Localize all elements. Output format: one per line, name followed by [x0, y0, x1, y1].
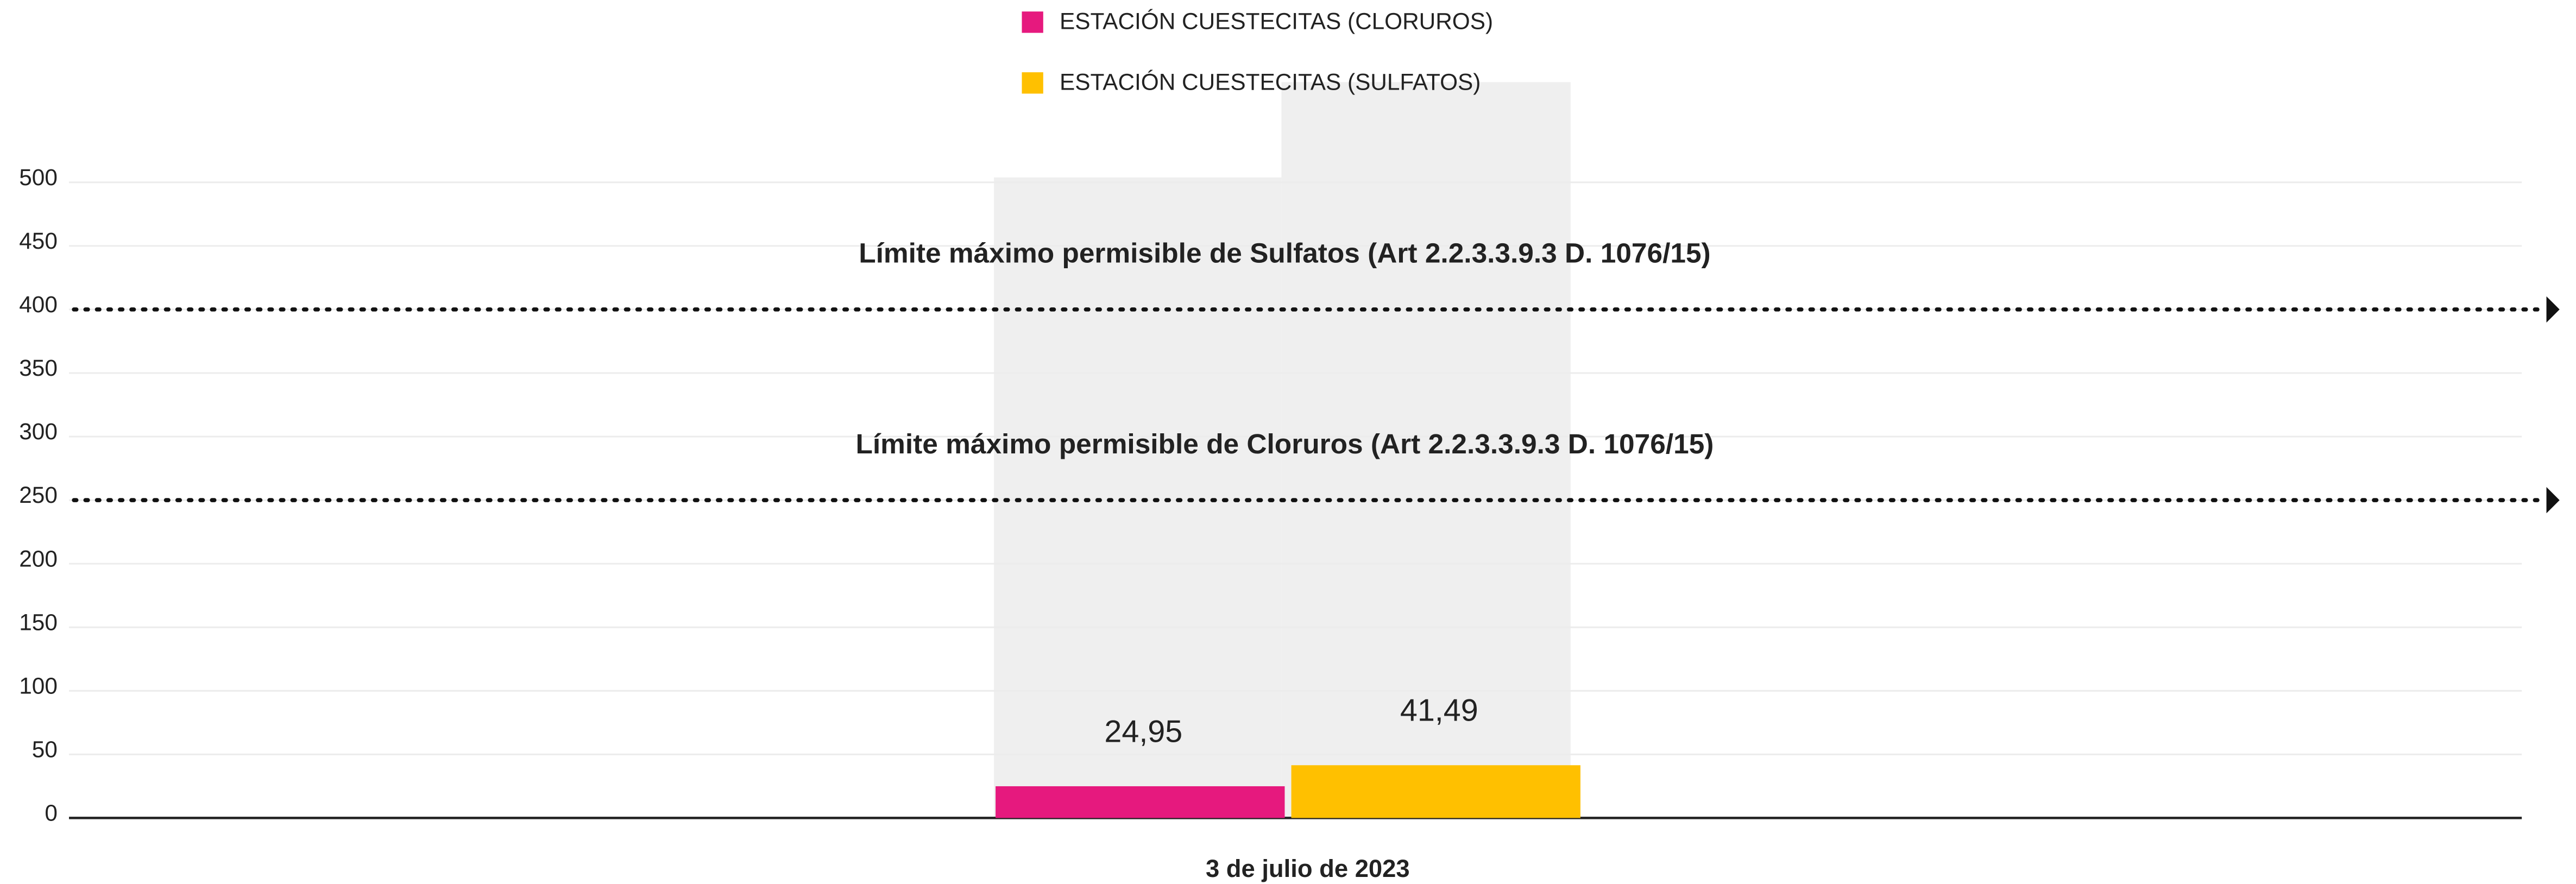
legend-swatch	[1022, 11, 1043, 33]
y-tick-label: 200	[19, 546, 58, 571]
x-tick-label: 3 de julio de 2023	[1206, 855, 1410, 882]
bar-track	[994, 177, 1282, 818]
legend-label: ESTACIÓN CUESTECITAS (SULFATOS)	[1060, 69, 1481, 94]
reference-label: Límite máximo permisible de Cloruros (Ar…	[855, 428, 1714, 459]
value-label: 24,95	[1104, 714, 1182, 749]
y-tick-label: 150	[19, 609, 58, 635]
bar	[1291, 765, 1580, 818]
y-tick-label: 350	[19, 355, 58, 381]
value-label: 41,49	[1400, 693, 1478, 728]
y-tick-label: 450	[19, 228, 58, 254]
legend-label: ESTACIÓN CUESTECITAS (CLORUROS)	[1060, 9, 1493, 34]
bar	[996, 786, 1285, 818]
reference-arrow	[2546, 487, 2560, 514]
y-tick-label: 250	[19, 482, 58, 508]
legend-swatch	[1022, 72, 1043, 94]
y-tick-label: 500	[19, 165, 58, 190]
y-tick-label: 50	[32, 736, 58, 762]
bar-track	[1281, 82, 1571, 818]
reference-arrow	[2546, 296, 2560, 323]
reference-label: Límite máximo permisible de Sulfatos (Ar…	[859, 237, 1710, 269]
y-tick-label: 400	[19, 292, 58, 317]
y-tick-label: 0	[45, 800, 58, 826]
y-tick-label: 100	[19, 673, 58, 698]
y-tick-label: 300	[19, 419, 58, 444]
